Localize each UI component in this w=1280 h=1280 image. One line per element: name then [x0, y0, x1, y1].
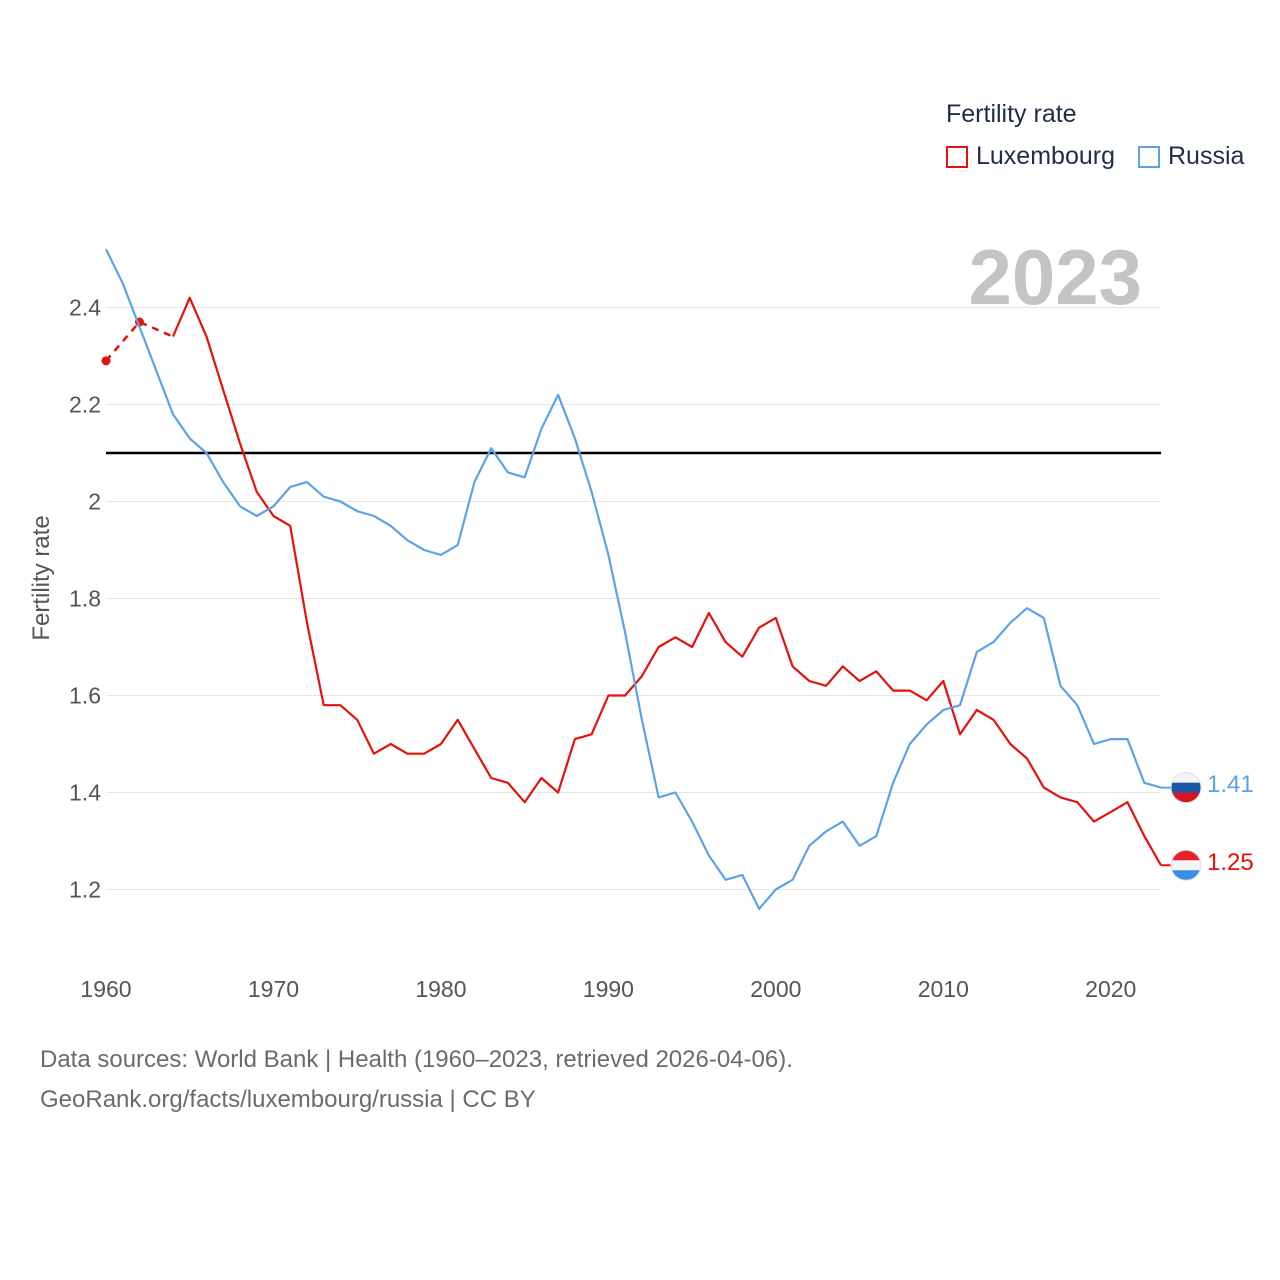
x-tick-label: 2010 [918, 976, 969, 1002]
luxembourg-dashed-line [105, 320, 174, 362]
attribution-note: GeoRank.org/facts/luxembourg/russia | CC… [40, 1086, 536, 1113]
y-tick-label: 2.4 [69, 295, 101, 321]
legend-swatch-luxembourg [946, 145, 968, 168]
y-axis-label: Fertility rate [28, 515, 55, 641]
x-tick-label: 1990 [583, 976, 634, 1002]
y-tick-label: 1.8 [69, 586, 101, 612]
data-source-note: Data sources: World Bank | Health (1960–… [40, 1046, 793, 1073]
luxembourg-flag-icon-outline [1170, 849, 1202, 881]
x-tick-label: 1970 [248, 976, 299, 1002]
russia-flag-icon-outline [1170, 772, 1202, 804]
luxembourg-point [101, 356, 111, 366]
legend-item-luxembourg[interactable]: Luxembourg [946, 142, 1115, 171]
y-tick-label: 1.2 [69, 877, 101, 903]
russia-flag-icon-stripe [1171, 792, 1201, 803]
legend-item-russia[interactable]: Russia [1138, 142, 1244, 171]
x-tick-label: 1980 [415, 976, 466, 1002]
legend-swatch-russia [1138, 145, 1160, 168]
russia-line [105, 248, 1162, 910]
x-tick-label: 1960 [80, 976, 131, 1002]
x-tick-label: 2020 [1085, 976, 1136, 1002]
russia-flag-icon-stripe [1171, 772, 1201, 784]
legend-label-russia: Russia [1168, 142, 1245, 170]
current-year-label: 2023 [968, 233, 1142, 321]
legend-title: Fertility rate [946, 100, 1077, 128]
luxembourg-flag-icon-stripe [1171, 850, 1201, 861]
luxembourg-end-value: 1.25 [1207, 849, 1254, 876]
russia-end-value: 1.41 [1207, 771, 1254, 798]
luxembourg-flag-icon-stripe [1171, 860, 1201, 871]
luxembourg-line [171, 296, 1162, 866]
y-tick-label: 2.2 [69, 392, 101, 418]
y-tick-label: 1.6 [69, 683, 101, 709]
y-tick-label: 1.4 [69, 780, 101, 806]
legend-label-luxembourg: Luxembourg [976, 142, 1115, 170]
russia-flag-icon-stripe [1171, 782, 1201, 794]
x-tick-label: 2000 [750, 976, 801, 1002]
luxembourg-flag-icon-stripe [1171, 870, 1201, 881]
y-tick-label: 2 [88, 489, 101, 515]
